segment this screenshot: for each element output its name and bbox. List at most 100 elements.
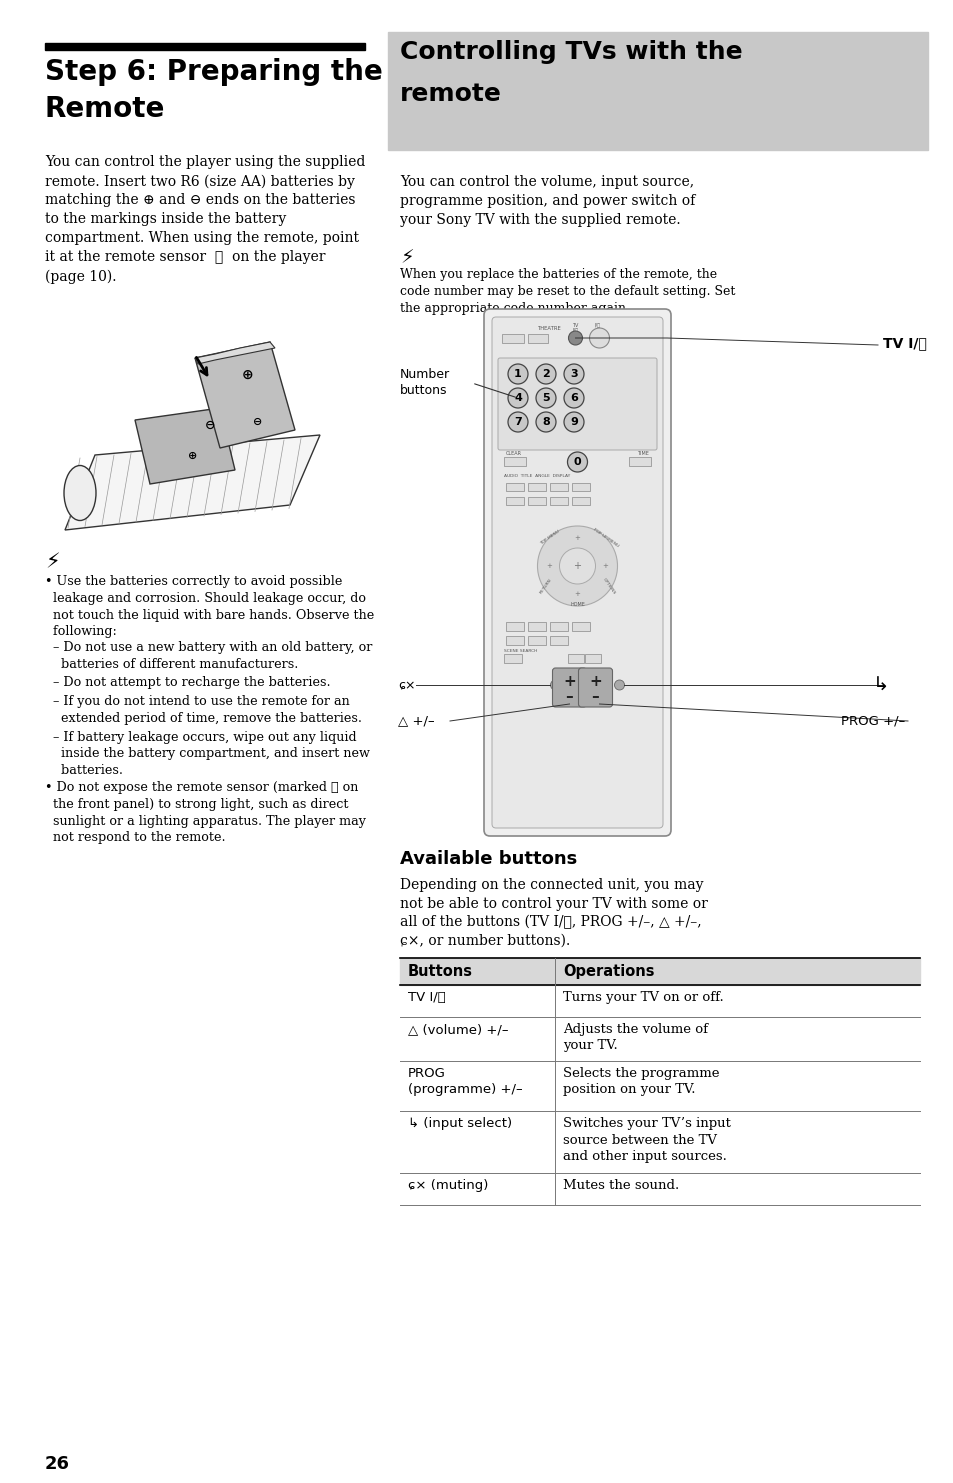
FancyBboxPatch shape: [578, 667, 612, 707]
Text: 3: 3: [570, 369, 578, 380]
Polygon shape: [194, 343, 294, 448]
Text: ⚡: ⚡: [45, 552, 59, 572]
Text: Remote: Remote: [45, 95, 165, 123]
Bar: [527, 621, 545, 630]
Bar: [45, 43, 365, 50]
Bar: [550, 483, 567, 491]
Text: 5: 5: [541, 393, 549, 403]
Bar: [568, 654, 584, 663]
Text: • Do not expose the remote sensor (marked Ⓡ on
  the front panel) to strong ligh: • Do not expose the remote sensor (marke…: [45, 782, 366, 844]
Text: remote: remote: [399, 82, 501, 105]
Text: Mutes the sound.: Mutes the sound.: [562, 1179, 679, 1192]
Bar: [527, 497, 545, 506]
Text: You can control the volume, input source,
programme position, and power switch o: You can control the volume, input source…: [399, 175, 695, 227]
Circle shape: [507, 389, 527, 408]
Text: TIME: TIME: [637, 451, 648, 455]
Text: ↳: ↳: [872, 675, 888, 694]
Text: +: +: [574, 592, 579, 598]
Circle shape: [563, 363, 583, 384]
Text: PROG +/–: PROG +/–: [841, 715, 904, 728]
Text: +: +: [574, 535, 579, 541]
Text: 4: 4: [514, 393, 521, 403]
Circle shape: [558, 549, 595, 584]
Text: –: –: [591, 690, 598, 704]
Text: Step 6: Preparing the: Step 6: Preparing the: [45, 58, 382, 86]
Circle shape: [563, 389, 583, 408]
Text: 26: 26: [45, 1455, 70, 1473]
Text: When you replace the batteries of the remote, the
code number may be reset to th: When you replace the batteries of the re…: [399, 268, 735, 314]
Polygon shape: [135, 408, 234, 483]
Bar: [628, 457, 650, 466]
Circle shape: [536, 363, 556, 384]
FancyBboxPatch shape: [552, 667, 586, 707]
Text: OPTIONS: OPTIONS: [601, 577, 616, 595]
FancyBboxPatch shape: [483, 308, 670, 836]
Bar: [550, 497, 567, 506]
Bar: [505, 497, 523, 506]
Circle shape: [507, 363, 527, 384]
Text: ⚡: ⚡: [399, 248, 414, 267]
Text: – If you do not intend to use the remote for an
    extended period of time, rem: – If you do not intend to use the remote…: [45, 696, 361, 725]
Text: 0: 0: [573, 457, 580, 467]
Bar: [527, 334, 547, 343]
Bar: [572, 621, 589, 630]
Text: Adjusts the volume of
your TV.: Adjusts the volume of your TV.: [562, 1023, 707, 1053]
Text: THEATRE: THEATRE: [537, 326, 560, 331]
Text: PROG
(programme) +/–: PROG (programme) +/–: [408, 1066, 522, 1096]
Text: +: +: [562, 673, 576, 688]
Text: ɕ×: ɕ×: [397, 679, 416, 691]
Bar: [505, 621, 523, 630]
Bar: [572, 497, 589, 506]
Bar: [503, 654, 521, 663]
Text: Turns your TV on or off.: Turns your TV on or off.: [562, 991, 723, 1004]
Text: ↳ (input select): ↳ (input select): [408, 1117, 512, 1130]
Text: TOP MENU: TOP MENU: [538, 529, 559, 546]
Text: +: +: [589, 673, 601, 688]
Text: +: +: [573, 561, 581, 571]
Text: TV
I/⏻: TV I/⏻: [572, 323, 578, 334]
Text: Number
buttons: Number buttons: [399, 368, 450, 397]
Bar: [388, 33, 927, 150]
Circle shape: [614, 681, 624, 690]
Circle shape: [536, 389, 556, 408]
Text: 7: 7: [514, 417, 521, 427]
Text: –: –: [565, 690, 573, 704]
Bar: [399, 958, 919, 985]
Text: Controlling TVs with the: Controlling TVs with the: [399, 40, 741, 64]
Text: Selects the programme
position on your TV.: Selects the programme position on your T…: [562, 1066, 719, 1096]
Text: Available buttons: Available buttons: [399, 850, 577, 868]
Circle shape: [589, 328, 609, 349]
Text: AUDIO  TITLE  ANGLE  DISPLAY: AUDIO TITLE ANGLE DISPLAY: [503, 475, 570, 478]
Bar: [572, 483, 589, 491]
Text: PROG: PROG: [575, 669, 589, 673]
Text: Buttons: Buttons: [408, 964, 473, 979]
Polygon shape: [65, 435, 319, 529]
Circle shape: [563, 412, 583, 432]
Ellipse shape: [64, 466, 96, 521]
Text: ⊖: ⊖: [205, 418, 215, 432]
Text: 8: 8: [541, 417, 549, 427]
Bar: [550, 636, 567, 645]
Text: I/⏻: I/⏻: [594, 323, 599, 328]
Polygon shape: [194, 343, 274, 363]
Text: 1: 1: [514, 369, 521, 380]
Bar: [585, 654, 601, 663]
FancyBboxPatch shape: [492, 317, 662, 828]
Text: ɕ× (muting): ɕ× (muting): [408, 1179, 488, 1192]
Circle shape: [550, 681, 560, 690]
Text: – Do not use a new battery with an old battery, or
    batteries of different ma: – Do not use a new battery with an old b…: [45, 641, 372, 670]
Text: ⊕: ⊕: [242, 368, 253, 383]
Bar: [527, 636, 545, 645]
Bar: [503, 457, 525, 466]
Text: +: +: [602, 564, 608, 569]
Text: △ (volume) +/–: △ (volume) +/–: [408, 1023, 508, 1037]
Circle shape: [536, 412, 556, 432]
Text: 6: 6: [570, 393, 578, 403]
Text: +: +: [546, 564, 552, 569]
Text: Switches your TV’s input
source between the TV
and other input sources.: Switches your TV’s input source between …: [562, 1117, 730, 1163]
Text: RETURN: RETURN: [538, 577, 552, 595]
Bar: [501, 334, 523, 343]
Text: 2: 2: [541, 369, 549, 380]
Text: SCENE SEARCH: SCENE SEARCH: [503, 650, 537, 653]
Circle shape: [568, 331, 582, 346]
